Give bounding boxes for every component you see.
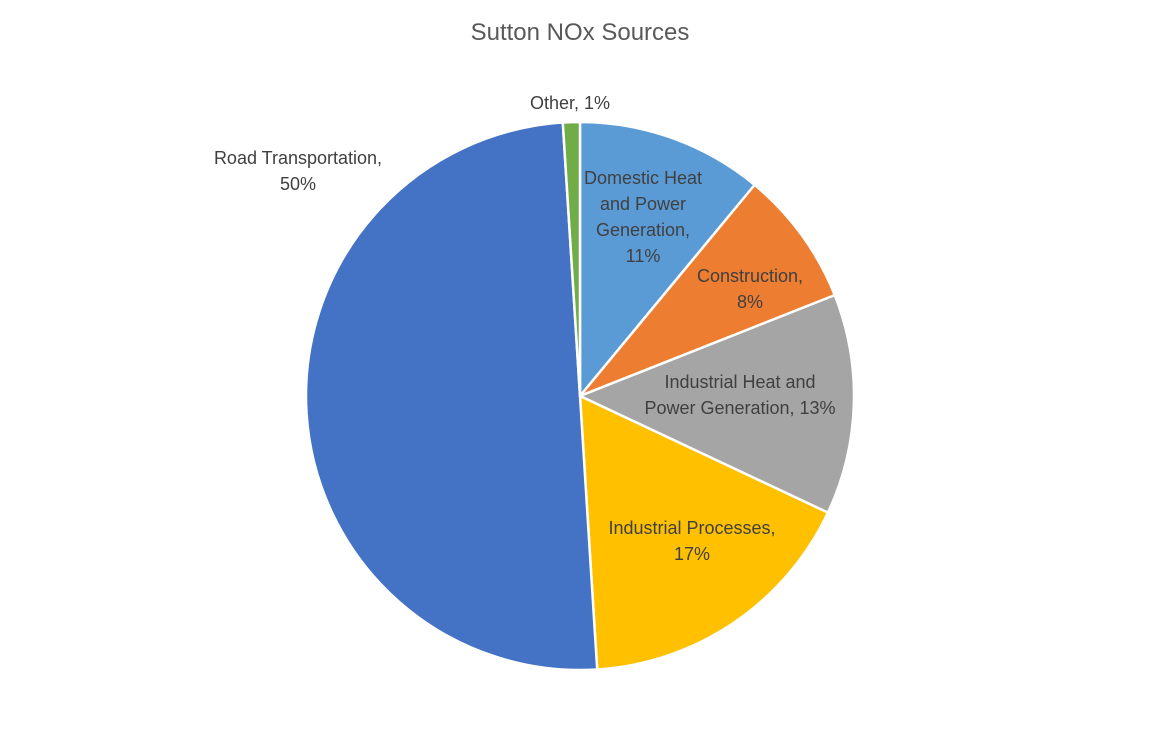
pie-slice-industrial-heat-and-power-generation	[578, 293, 856, 514]
label-industrial-heat: Industrial Heat and Power Generation, 13…	[644, 372, 836, 418]
label-other: Other, 1%	[529, 93, 611, 113]
chart-title: Sutton NOx Sources	[470, 19, 690, 46]
pie-slice-domestic-heat-and-power-generation	[578, 120, 756, 398]
pie-slice-road-transportation	[305, 121, 599, 672]
pie-slice-other	[561, 120, 582, 398]
label-domestic: Domestic Heat and Power Generation, 11%	[583, 168, 703, 266]
label-road-transportation: Road Transportation, 50%	[213, 148, 383, 194]
label-industrial-processes: Industrial Processes, 17%	[608, 518, 776, 564]
pie-slice-construction	[578, 183, 837, 398]
label-construction: Construction, 8%	[696, 266, 804, 312]
pie-slice-industrial-processes	[578, 394, 830, 671]
